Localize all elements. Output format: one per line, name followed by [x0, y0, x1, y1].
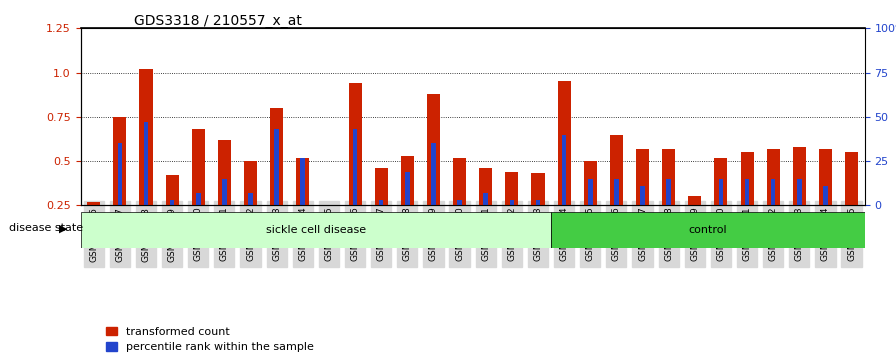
Bar: [218, 140, 231, 250]
Bar: [823, 186, 828, 250]
Bar: [693, 228, 697, 250]
Bar: [379, 200, 383, 250]
Bar: [405, 172, 409, 250]
Bar: [117, 143, 122, 250]
Bar: [819, 149, 832, 250]
Bar: [323, 241, 335, 250]
Bar: [793, 147, 806, 250]
Bar: [662, 149, 676, 250]
Bar: [457, 200, 461, 250]
Bar: [91, 228, 96, 250]
Bar: [557, 81, 571, 250]
FancyBboxPatch shape: [81, 212, 551, 248]
FancyBboxPatch shape: [551, 212, 865, 248]
Bar: [719, 179, 723, 250]
Text: ▶: ▶: [59, 223, 67, 233]
Bar: [767, 149, 780, 250]
Bar: [431, 143, 435, 250]
Bar: [113, 117, 126, 250]
Bar: [192, 129, 205, 250]
Bar: [745, 179, 749, 250]
Text: control: control: [688, 225, 728, 235]
Bar: [353, 129, 358, 250]
Bar: [531, 173, 545, 250]
Bar: [140, 69, 152, 250]
Bar: [845, 152, 858, 250]
Bar: [771, 179, 775, 250]
Bar: [688, 196, 702, 250]
Bar: [426, 94, 440, 250]
Bar: [797, 179, 802, 250]
Bar: [349, 83, 362, 250]
Bar: [143, 122, 148, 250]
Bar: [170, 200, 175, 250]
Bar: [453, 158, 466, 250]
Bar: [87, 202, 100, 250]
Bar: [479, 168, 492, 250]
Text: GDS3318 / 210557_x_at: GDS3318 / 210557_x_at: [134, 14, 302, 28]
Bar: [300, 158, 305, 250]
Bar: [401, 156, 414, 250]
Bar: [667, 179, 671, 250]
Bar: [740, 152, 754, 250]
Bar: [166, 175, 178, 250]
Bar: [583, 161, 597, 250]
Bar: [244, 161, 257, 250]
Bar: [536, 200, 540, 250]
Bar: [641, 186, 645, 250]
Bar: [375, 168, 388, 250]
Bar: [588, 179, 592, 250]
Bar: [274, 129, 279, 250]
Bar: [636, 149, 649, 250]
Bar: [714, 158, 728, 250]
Bar: [610, 135, 623, 250]
Bar: [297, 158, 309, 250]
Text: sickle cell disease: sickle cell disease: [266, 225, 366, 235]
Text: disease state: disease state: [9, 223, 83, 233]
Bar: [222, 179, 227, 250]
Bar: [248, 193, 253, 250]
Bar: [327, 214, 332, 250]
Bar: [484, 193, 488, 250]
Bar: [849, 228, 854, 250]
Bar: [505, 172, 519, 250]
Bar: [562, 135, 566, 250]
Bar: [614, 179, 618, 250]
Bar: [510, 200, 514, 250]
Bar: [270, 108, 283, 250]
Legend: transformed count, percentile rank within the sample: transformed count, percentile rank withi…: [102, 322, 319, 354]
Bar: [196, 193, 201, 250]
